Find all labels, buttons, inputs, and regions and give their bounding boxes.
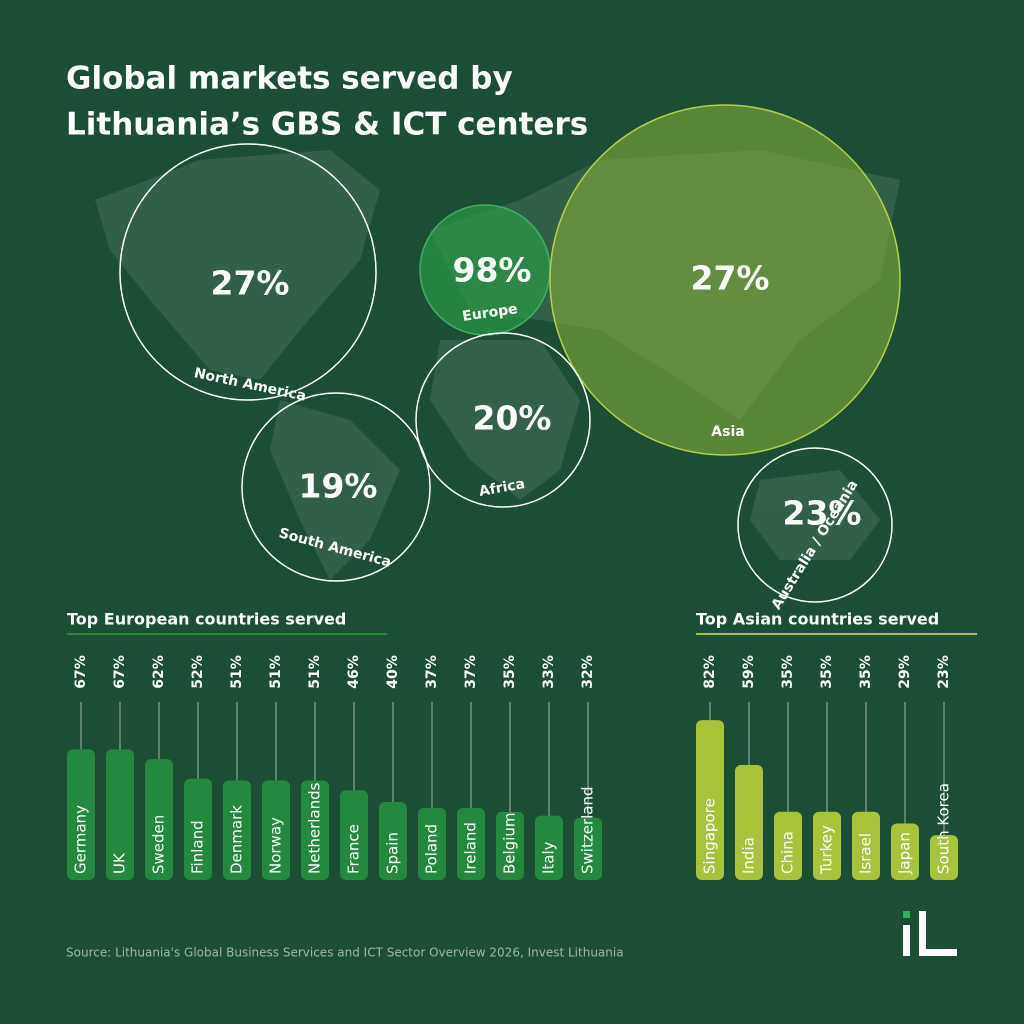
- value-label: 59%: [741, 655, 757, 689]
- value-label: 62%: [151, 655, 167, 689]
- region-name: Africa: [478, 476, 526, 500]
- category-label: Ireland: [462, 822, 480, 874]
- bar: [184, 778, 212, 880]
- value-label: 23%: [936, 655, 952, 689]
- category-label: Sweden: [150, 815, 168, 874]
- bar: [574, 817, 602, 880]
- region-name: Europe: [461, 301, 518, 325]
- region-circle: [119, 143, 377, 401]
- value-label: 67%: [73, 655, 89, 689]
- category-label: Spain: [384, 832, 402, 874]
- bar: [696, 720, 724, 880]
- category-label: China: [779, 831, 797, 874]
- bar: [891, 823, 919, 880]
- region-value: 27%: [691, 259, 770, 298]
- region-value: 98%: [453, 251, 532, 290]
- bar: [340, 790, 368, 880]
- bar: [813, 811, 841, 880]
- bar: [145, 759, 173, 880]
- category-label: UK: [111, 852, 129, 874]
- region-value: 23%: [783, 494, 862, 533]
- bar: [852, 811, 880, 880]
- value-label: 32%: [580, 655, 596, 689]
- value-label: 35%: [502, 655, 518, 689]
- value-label: 67%: [112, 655, 128, 689]
- region-circle: [737, 447, 893, 603]
- value-label: 33%: [541, 655, 557, 689]
- region-circle: [549, 104, 901, 456]
- category-label: India: [740, 837, 758, 874]
- category-label: France: [345, 824, 363, 874]
- category-label: Switzerland: [579, 787, 597, 875]
- category-label: Singapore: [701, 798, 719, 874]
- section-heading: Top European countries served: [67, 610, 346, 629]
- value-label: 35%: [780, 655, 796, 689]
- region-value: 27%: [211, 264, 290, 303]
- bar: [535, 815, 563, 880]
- region-value: 19%: [299, 467, 378, 506]
- category-label: Finland: [189, 820, 207, 874]
- category-label: Turkey: [818, 825, 836, 875]
- value-label: 35%: [858, 655, 874, 689]
- category-label: Norway: [267, 817, 285, 874]
- title-line: Lithuania’s GBS & ICT centers: [66, 107, 588, 143]
- category-label: Poland: [423, 824, 441, 874]
- category-label: Italy: [540, 841, 558, 874]
- bar: [418, 807, 446, 880]
- logo: [903, 911, 957, 956]
- bar: [930, 835, 958, 880]
- value-label: 35%: [819, 655, 835, 689]
- category-label: Netherlands: [306, 782, 324, 874]
- bar: [774, 811, 802, 880]
- bar: [262, 780, 290, 880]
- bar: [735, 764, 763, 880]
- value-label: 37%: [463, 655, 479, 689]
- value-label: 82%: [702, 655, 718, 689]
- value-label: 52%: [190, 655, 206, 689]
- value-label: 29%: [897, 655, 913, 689]
- region-circle: [241, 392, 431, 582]
- category-label: Germany: [72, 805, 90, 874]
- category-label: Japan: [896, 832, 914, 875]
- region-name: Asia: [711, 424, 744, 440]
- bar: [457, 807, 485, 880]
- bar: [496, 811, 524, 880]
- bar: [67, 749, 95, 880]
- bar: [106, 749, 134, 880]
- source: Source: Lithuania's Global Business Serv…: [66, 946, 624, 960]
- title-line: Global markets served by: [66, 61, 513, 97]
- category-label: Denmark: [228, 805, 246, 874]
- section-heading: Top Asian countries served: [696, 610, 939, 629]
- bar: [379, 802, 407, 880]
- value-label: 51%: [307, 655, 323, 689]
- value-label: 46%: [346, 655, 362, 689]
- category-label: Israel: [857, 833, 875, 874]
- value-label: 51%: [229, 655, 245, 689]
- bar: [301, 780, 329, 880]
- value-label: 37%: [424, 655, 440, 689]
- bar: [223, 780, 251, 880]
- category-label: Belgium: [501, 813, 519, 875]
- region-value: 20%: [473, 399, 552, 438]
- value-label: 51%: [268, 655, 284, 689]
- value-label: 40%: [385, 655, 401, 689]
- category-label: South Korea: [935, 783, 953, 874]
- region-circle: [415, 332, 591, 508]
